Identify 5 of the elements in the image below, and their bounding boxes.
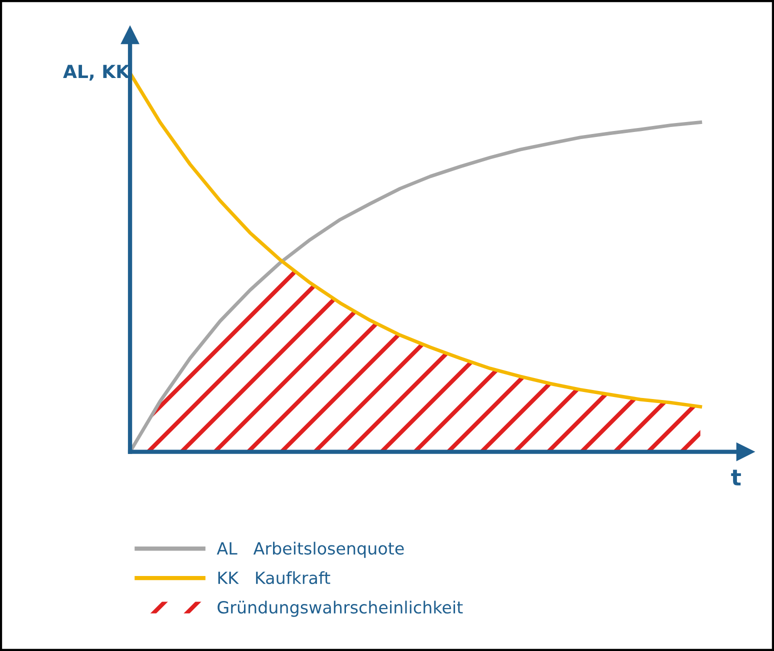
y-axis-title: AL, KK bbox=[63, 64, 130, 81]
legend-label: Gründungswahrscheinlichkeit bbox=[218, 600, 463, 617]
legend-label: AL Arbeitslosenquote bbox=[216, 542, 404, 558]
legend-label: KK Kaufkraft bbox=[218, 571, 330, 584]
x-axis-title: t bbox=[731, 470, 741, 486]
